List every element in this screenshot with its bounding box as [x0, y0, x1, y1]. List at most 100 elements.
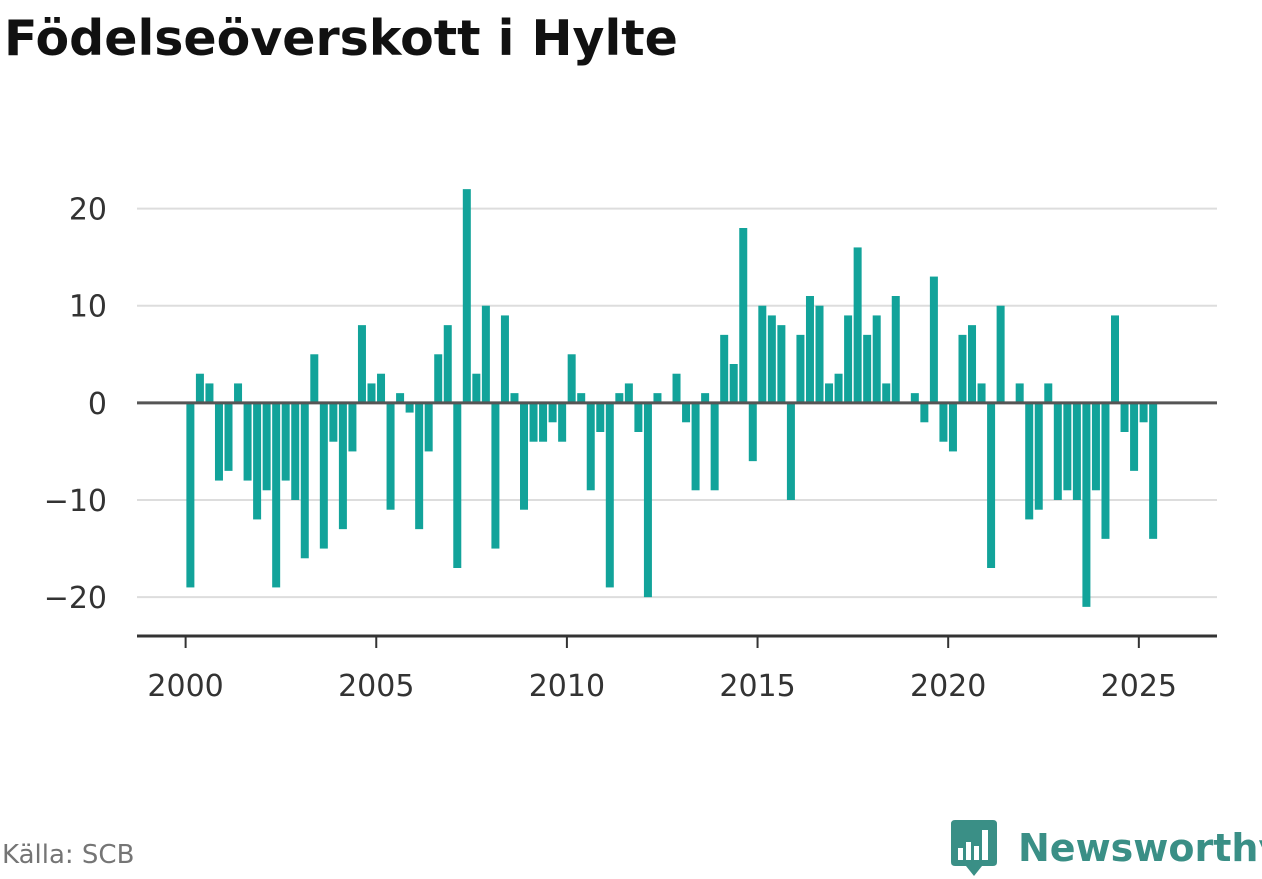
bar [529, 402, 538, 442]
bar [586, 402, 595, 491]
axes [137, 401, 1217, 648]
bar [491, 402, 500, 549]
x-tick-label: 2015 [719, 669, 795, 704]
bar [224, 402, 233, 471]
bar [863, 334, 872, 403]
bar [329, 402, 338, 442]
bar [1034, 402, 1043, 510]
bar [1091, 402, 1100, 491]
bar [577, 393, 586, 403]
bar [777, 325, 786, 403]
bar [987, 402, 996, 568]
bar [1101, 402, 1110, 539]
brand-name: Newsworthy [1018, 826, 1262, 870]
bar [1120, 402, 1129, 432]
newsworthy-logo-icon [951, 820, 997, 876]
bar [596, 402, 605, 432]
bar [643, 402, 652, 598]
bar [729, 364, 738, 403]
bar [453, 402, 462, 568]
bar [929, 276, 938, 403]
bar [472, 373, 481, 403]
bar [214, 402, 223, 481]
x-tick-label: 2020 [910, 669, 986, 704]
bar-series [186, 189, 1158, 607]
bar [825, 383, 834, 403]
source-note: Källa: SCB [2, 840, 135, 870]
bar [539, 402, 548, 442]
bar [853, 247, 862, 403]
bar [1111, 315, 1120, 403]
bar [520, 402, 529, 510]
bar [548, 402, 557, 423]
bar [815, 305, 824, 403]
bar [1053, 402, 1062, 500]
bar [996, 305, 1005, 403]
bar [319, 402, 328, 549]
chart-title: Födelseöverskott i Hylte [4, 10, 678, 67]
bar [443, 325, 452, 403]
bar [758, 305, 767, 403]
bar [205, 383, 214, 403]
y-tick-label: −10 [44, 484, 107, 519]
bar [300, 402, 309, 559]
bar [396, 393, 405, 403]
y-tick-label: 20 [69, 193, 107, 228]
bar [1015, 383, 1024, 403]
bar [253, 402, 262, 520]
bar [338, 402, 347, 530]
bar [682, 402, 691, 423]
y-tick-label: −20 [44, 581, 107, 616]
bar [1130, 402, 1139, 471]
bar [1044, 383, 1053, 403]
bar [710, 402, 719, 491]
bar [481, 305, 490, 403]
bar [234, 383, 243, 403]
bar [653, 393, 662, 403]
y-tick-label: 10 [69, 290, 107, 325]
bar [386, 402, 395, 510]
bar [367, 383, 376, 403]
bar [1025, 402, 1034, 520]
bar [1072, 402, 1081, 500]
bar [872, 315, 881, 403]
bar [948, 402, 957, 452]
newsworthy-logo: Newsworthy [950, 818, 1262, 878]
x-tick-label: 2025 [1101, 669, 1177, 704]
bar [357, 325, 366, 403]
x-tick-label: 2010 [529, 669, 605, 704]
bar [1063, 402, 1072, 491]
bar [567, 354, 576, 403]
bar [1139, 402, 1148, 423]
y-tick-label: 0 [88, 387, 107, 422]
bar [968, 325, 977, 403]
bar [1149, 402, 1158, 539]
bar [310, 354, 319, 403]
bar [672, 373, 681, 403]
bar [701, 393, 710, 403]
bar [891, 296, 900, 403]
bar [786, 402, 795, 500]
bar [691, 402, 700, 491]
bar [977, 383, 986, 403]
bar [739, 228, 748, 403]
bar [262, 402, 271, 491]
bar [939, 402, 948, 442]
bar [377, 373, 386, 403]
bar [281, 402, 290, 481]
bar [624, 383, 633, 403]
bar [844, 315, 853, 403]
bar [348, 402, 357, 452]
bar [272, 402, 281, 588]
bar [415, 402, 424, 530]
bar [958, 334, 967, 403]
bar [424, 402, 433, 452]
bar [195, 373, 204, 403]
bar [767, 315, 776, 403]
bar [605, 402, 614, 588]
bar [558, 402, 567, 442]
bar [882, 383, 891, 403]
bar [748, 402, 757, 462]
